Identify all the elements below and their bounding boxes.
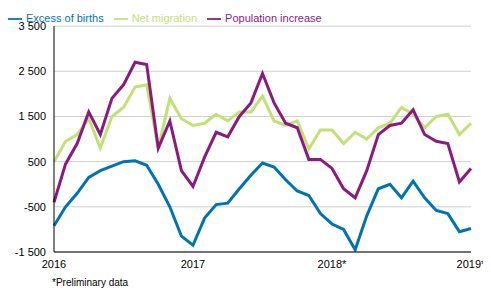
svg-text:3 500: 3 500: [18, 20, 46, 32]
html-text:*Preliminary data: *Preliminary data: [52, 277, 129, 288]
svg-text:2 500: 2 500: [18, 65, 46, 77]
svg-text:2019*: 2019*: [457, 258, 483, 270]
svg-text:2016: 2016: [42, 258, 66, 270]
svg-text:2018*: 2018*: [318, 258, 347, 270]
svg-text:-500: -500: [24, 201, 46, 213]
svg-text:2017: 2017: [181, 258, 205, 270]
html-text:Net migration: Net migration: [131, 12, 198, 24]
svg-text:500: 500: [28, 156, 46, 168]
html-text:Population increase: Population increase: [225, 12, 322, 24]
svg-text:-1 500: -1 500: [15, 246, 46, 258]
svg-text:1 500: 1 500: [18, 110, 46, 122]
html-text:Excess of births: Excess of births: [26, 12, 104, 24]
